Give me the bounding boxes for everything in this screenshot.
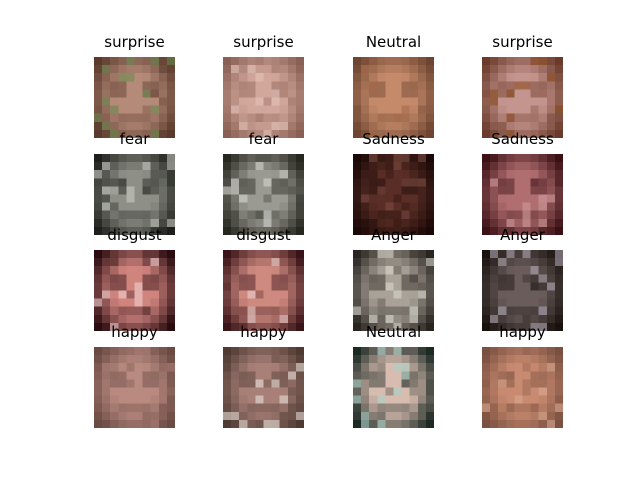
- face-tile: disgust: [94, 226, 175, 331]
- face-image: [223, 250, 304, 331]
- face-tile: Neutral: [353, 33, 434, 138]
- face-image: [94, 250, 175, 331]
- face-image: [94, 347, 175, 428]
- emotion-label: Sadness: [491, 130, 554, 148]
- emotion-label: fear: [248, 130, 279, 148]
- emotion-label: disgust: [236, 226, 291, 244]
- face-image: [482, 250, 563, 331]
- face-image: [482, 347, 563, 428]
- face-image: [94, 154, 175, 235]
- face-tile: Anger: [353, 226, 434, 331]
- emotion-label: Anger: [500, 226, 545, 244]
- face-tile: happy: [482, 323, 563, 428]
- emotion-label: Neutral: [365, 33, 422, 51]
- emotion-label: happy: [499, 323, 546, 341]
- emotion-label: Anger: [371, 226, 416, 244]
- face-image: [482, 154, 563, 235]
- face-tile: happy: [223, 323, 304, 428]
- face-image: [223, 154, 304, 235]
- face-tile: Sadness: [482, 130, 563, 235]
- emotion-label: surprise: [104, 33, 165, 51]
- face-image: [482, 57, 563, 138]
- face-tile: Anger: [482, 226, 563, 331]
- face-tile: surprise: [94, 33, 175, 138]
- emotion-label: happy: [111, 323, 158, 341]
- face-image: [223, 347, 304, 428]
- emotion-label: disgust: [107, 226, 162, 244]
- face-tile: fear: [94, 130, 175, 235]
- face-tile: disgust: [223, 226, 304, 331]
- face-image: [353, 57, 434, 138]
- emotion-label: surprise: [233, 33, 294, 51]
- face-tile: happy: [94, 323, 175, 428]
- face-tile: fear: [223, 130, 304, 235]
- face-image: [353, 347, 434, 428]
- emotion-label: Sadness: [362, 130, 425, 148]
- emotion-label: surprise: [492, 33, 553, 51]
- face-tile: surprise: [223, 33, 304, 138]
- emotion-label: happy: [240, 323, 287, 341]
- face-tile: Neutral: [353, 323, 434, 428]
- face-image: [353, 250, 434, 331]
- face-tile: Sadness: [353, 130, 434, 235]
- face-tile: surprise: [482, 33, 563, 138]
- emotion-label: fear: [119, 130, 150, 148]
- face-image: [94, 57, 175, 138]
- face-image: [353, 154, 434, 235]
- emotion-label: Neutral: [365, 323, 422, 341]
- face-image: [223, 57, 304, 138]
